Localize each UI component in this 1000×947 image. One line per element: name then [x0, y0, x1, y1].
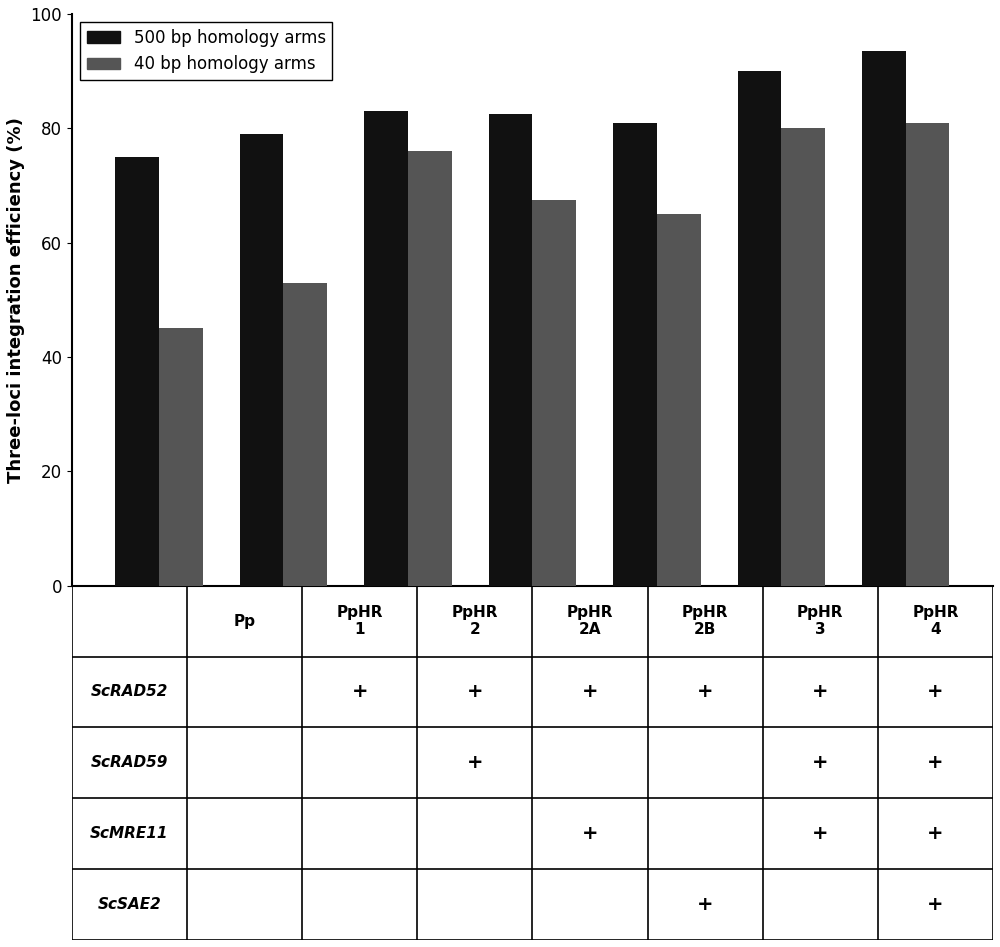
Bar — [906, 122, 949, 585]
Bar — [489, 114, 532, 585]
Bar — [738, 71, 781, 585]
Text: +: + — [467, 753, 483, 773]
Bar — [781, 128, 825, 585]
Legend: 500 bp homology arms, 40 bp homology arms: 500 bp homology arms, 40 bp homology arm… — [80, 23, 332, 80]
Text: Pp: Pp — [234, 614, 256, 629]
Text: +: + — [351, 683, 368, 702]
Bar — [532, 200, 576, 585]
Text: PpHR
2A: PpHR 2A — [567, 605, 613, 637]
Text: +: + — [582, 683, 598, 702]
Bar — [240, 134, 283, 585]
Bar — [283, 282, 327, 585]
Text: +: + — [927, 753, 944, 773]
Text: +: + — [927, 895, 944, 914]
Text: +: + — [812, 683, 829, 702]
Bar — [862, 51, 906, 585]
Y-axis label: Three-loci integration efficiency (%): Three-loci integration efficiency (%) — [7, 116, 25, 483]
Text: ScRAD52: ScRAD52 — [91, 685, 168, 700]
Text: PpHR
3: PpHR 3 — [797, 605, 844, 637]
Text: +: + — [697, 895, 713, 914]
Text: PpHR
4: PpHR 4 — [912, 605, 959, 637]
Text: +: + — [582, 824, 598, 843]
Text: ScSAE2: ScSAE2 — [98, 897, 161, 912]
Text: +: + — [812, 824, 829, 843]
Text: PpHR
2B: PpHR 2B — [682, 605, 728, 637]
Text: +: + — [927, 824, 944, 843]
Bar — [159, 329, 203, 585]
Text: PpHR
1: PpHR 1 — [336, 605, 383, 637]
Bar — [408, 152, 452, 585]
Text: +: + — [927, 683, 944, 702]
Bar — [115, 157, 159, 585]
Text: +: + — [812, 753, 829, 773]
Text: PpHR
2: PpHR 2 — [452, 605, 498, 637]
Text: ScRAD59: ScRAD59 — [91, 756, 168, 770]
Bar — [613, 122, 657, 585]
Bar — [657, 214, 701, 585]
Bar — [364, 111, 408, 585]
Text: +: + — [467, 683, 483, 702]
Text: +: + — [697, 683, 713, 702]
Text: ScMRE11: ScMRE11 — [90, 826, 169, 841]
